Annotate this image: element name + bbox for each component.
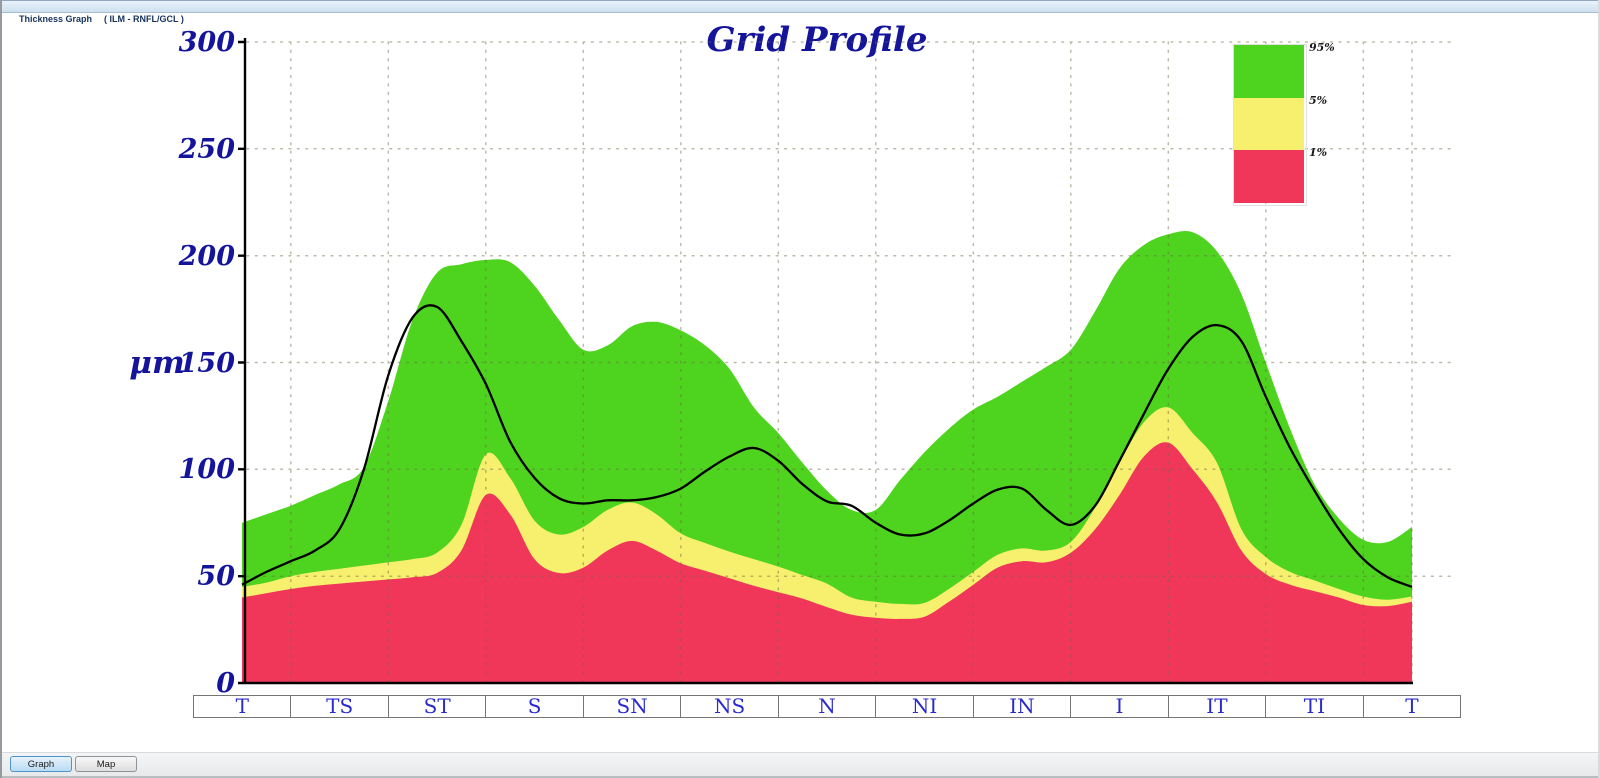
legend-swatch-1%	[1234, 150, 1304, 204]
axes	[238, 38, 1413, 685]
x-sector-label-SN: SN	[584, 696, 682, 717]
window-title: Thickness Graph	[19, 14, 93, 24]
gridlines	[246, 41, 1455, 683]
window-subtitle: ( ILM - RNFL/GCL )	[104, 14, 184, 24]
x-sector-label-IT: IT	[1169, 696, 1267, 717]
x-sector-label-IN: IN	[974, 696, 1072, 717]
y-tick-label-250: 250	[178, 133, 235, 165]
tab-graph[interactable]: Graph	[10, 756, 72, 772]
legend-label-1%: 1%	[1309, 146, 1328, 160]
x-axis-sector-labels: T TS ST S SN NS N NI IN I IT TI T	[193, 695, 1461, 718]
legend-label-5%: 5%	[1309, 93, 1328, 107]
bottom-tab-bar: Graph Map	[2, 752, 1598, 778]
x-sector-label-I: I	[1071, 696, 1169, 717]
y-tick-label-300: 300	[178, 27, 235, 58]
x-sector-label-TS: TS	[291, 696, 389, 717]
chart-title: Grid Profile	[706, 20, 928, 60]
x-sector-label-NI: NI	[876, 696, 974, 717]
y-tick-label-200: 200	[178, 240, 235, 272]
red-band-area	[242, 442, 1412, 682]
legend-label-95%: 95%	[1309, 41, 1335, 54]
titlebar[interactable]: Thickness Graph ( ILM - RNFL/GCL )	[2, 0, 1598, 24]
x-sector-label-T: T	[1405, 694, 1419, 718]
patient-curve	[241, 304, 1413, 588]
x-sector-label-S: S	[486, 696, 584, 717]
y-tick-label-150: 150	[178, 347, 235, 379]
x-sector-label-ST: ST	[389, 696, 487, 717]
y-tick-label-0: 0	[216, 668, 235, 699]
legend-swatch-5%	[1234, 97, 1304, 151]
x-sector-label-TI: TI	[1266, 696, 1364, 717]
y-axis-unit-label: μm	[129, 345, 185, 381]
x-sector-label-N: N	[779, 696, 877, 717]
legend-swatch-95%	[1234, 45, 1304, 98]
y-tick-label-100: 100	[178, 454, 235, 486]
legend-frame	[1233, 44, 1307, 206]
x-sector-label-T: T	[194, 696, 292, 717]
y-tick-label-50: 50	[197, 561, 235, 593]
x-sector-label-NS: NS	[681, 696, 779, 717]
tab-map[interactable]: Map	[75, 756, 137, 772]
